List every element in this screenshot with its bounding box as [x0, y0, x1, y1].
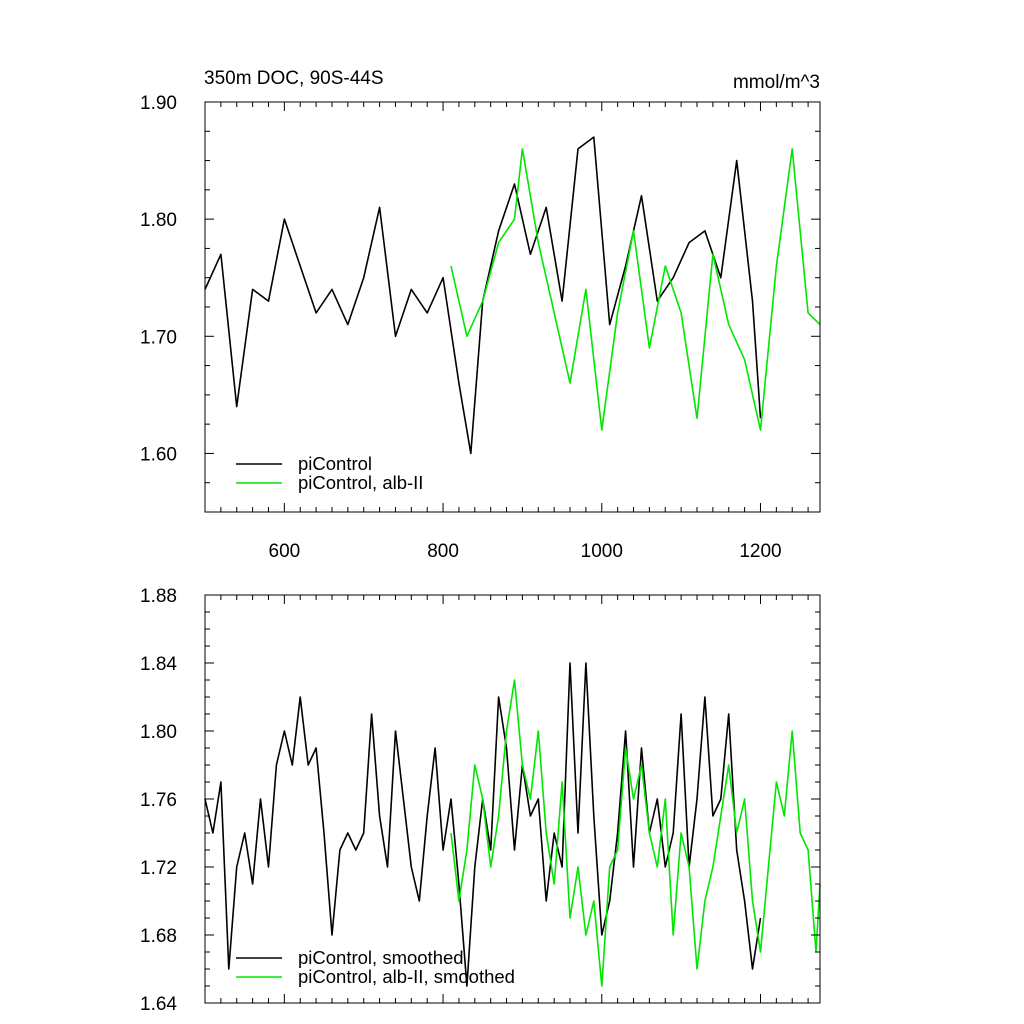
top-panel: 350m DOC, 90S-44S mmol/m^3 1.60 1.70 1.80 1…: [140, 68, 821, 562]
bottom-y-tick-label: 1.68: [140, 926, 177, 947]
bottom-y-tick-label: 1.80: [140, 722, 177, 743]
bottom-plot-frame: [204, 594, 821, 1004]
top-x-tick-label: 1200: [739, 541, 781, 562]
units-label: mmol/m^3: [733, 72, 820, 93]
top-x-tick-label: 800: [427, 541, 459, 562]
top-y-tick-label: 1.80: [140, 210, 177, 231]
bottom-y-tick-label: 1.84: [140, 654, 177, 675]
top-x-tick-label: 600: [269, 541, 301, 562]
bottom-legend-label: piControl, alb-II, smoothed: [298, 966, 515, 987]
top-series-line-alb-ii: [450, 148, 821, 431]
top-legend-label: piControl: [298, 453, 372, 474]
bottom-series-line-picontrol: [204, 662, 762, 987]
top-x-tick-label: 1000: [581, 541, 623, 562]
bottom-panel: 1.64 1.68 1.72 1.76 1.80 1.84 1.88 piControl, s…: [140, 586, 821, 1015]
bottom-y-tick-label: 1.64: [140, 994, 177, 1015]
top-legend-label: piControl, alb-II: [298, 472, 423, 493]
chart-title: 350m DOC, 90S-44S: [204, 68, 384, 89]
top-series-line-picontrol: [204, 136, 762, 455]
bottom-legend-label: piControl, smoothed: [298, 947, 464, 968]
bottom-y-tick-label: 1.76: [140, 790, 177, 811]
top-y-tick-label: 1.60: [140, 444, 177, 465]
bottom-series-line-alb-ii: [450, 679, 821, 987]
bottom-y-tick-label: 1.88: [140, 586, 177, 607]
top-y-tick-label: 1.70: [140, 327, 177, 348]
top-plot-frame: [204, 101, 821, 513]
bottom-y-tick-label: 1.72: [140, 858, 177, 879]
top-y-tick-label: 1.90: [140, 93, 177, 114]
